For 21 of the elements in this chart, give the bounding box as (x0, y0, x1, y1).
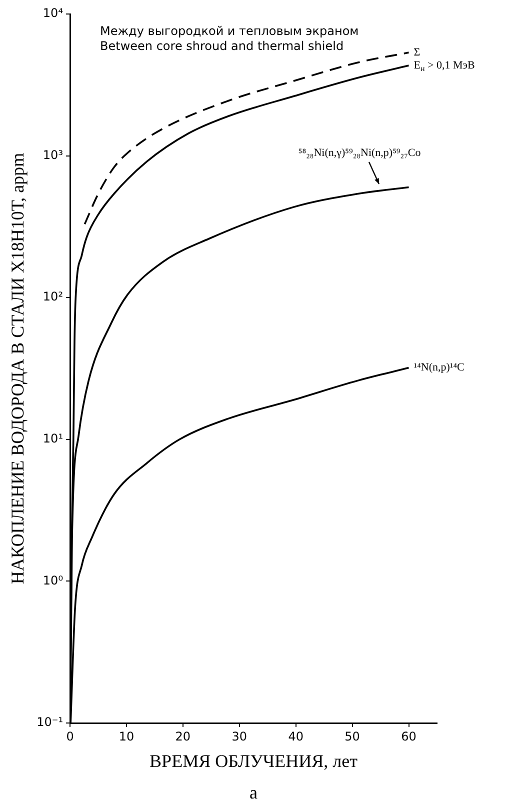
y-tick-label: 10⁻¹ (36, 715, 64, 730)
y-tick-label: 10² (42, 290, 64, 304)
text: ⁵⁸₂₈Ni(n,γ)⁵⁹₂₈Ni(n,p)⁵⁹₂₇Co (298, 147, 422, 160)
y-tick-label: 10¹ (42, 432, 64, 446)
x-tick-label: 40 (288, 729, 304, 744)
x-tick-label: 10 (118, 729, 134, 744)
series-label: ¹⁴N(n,p)¹⁴C (414, 362, 464, 374)
y-tick-label: 10³ (42, 148, 64, 162)
x-tick-label: 30 (232, 729, 248, 744)
y-tick-label: 10⁰ (42, 573, 64, 588)
annotation: Between core shroud and thermal shield (100, 39, 344, 54)
x-tick-label: 0 (66, 729, 74, 744)
series-label: Σ (414, 46, 420, 58)
text: а (250, 782, 258, 803)
x-tick-label: 20 (175, 729, 191, 744)
annotation: Между выгородкой и тепловым экраном (100, 24, 359, 38)
y-axis-title: НАКОПЛЕНИЕ ВОДОРОДА В СТАЛИ Х18Н10Т, appm (8, 152, 28, 584)
y-tick-label: 10⁴ (42, 6, 64, 20)
x-tick-label: 60 (401, 729, 416, 744)
x-tick-label: 50 (344, 729, 360, 744)
x-axis-title: ВРЕМЯ ОБЛУЧЕНИЯ, лет (150, 750, 358, 771)
